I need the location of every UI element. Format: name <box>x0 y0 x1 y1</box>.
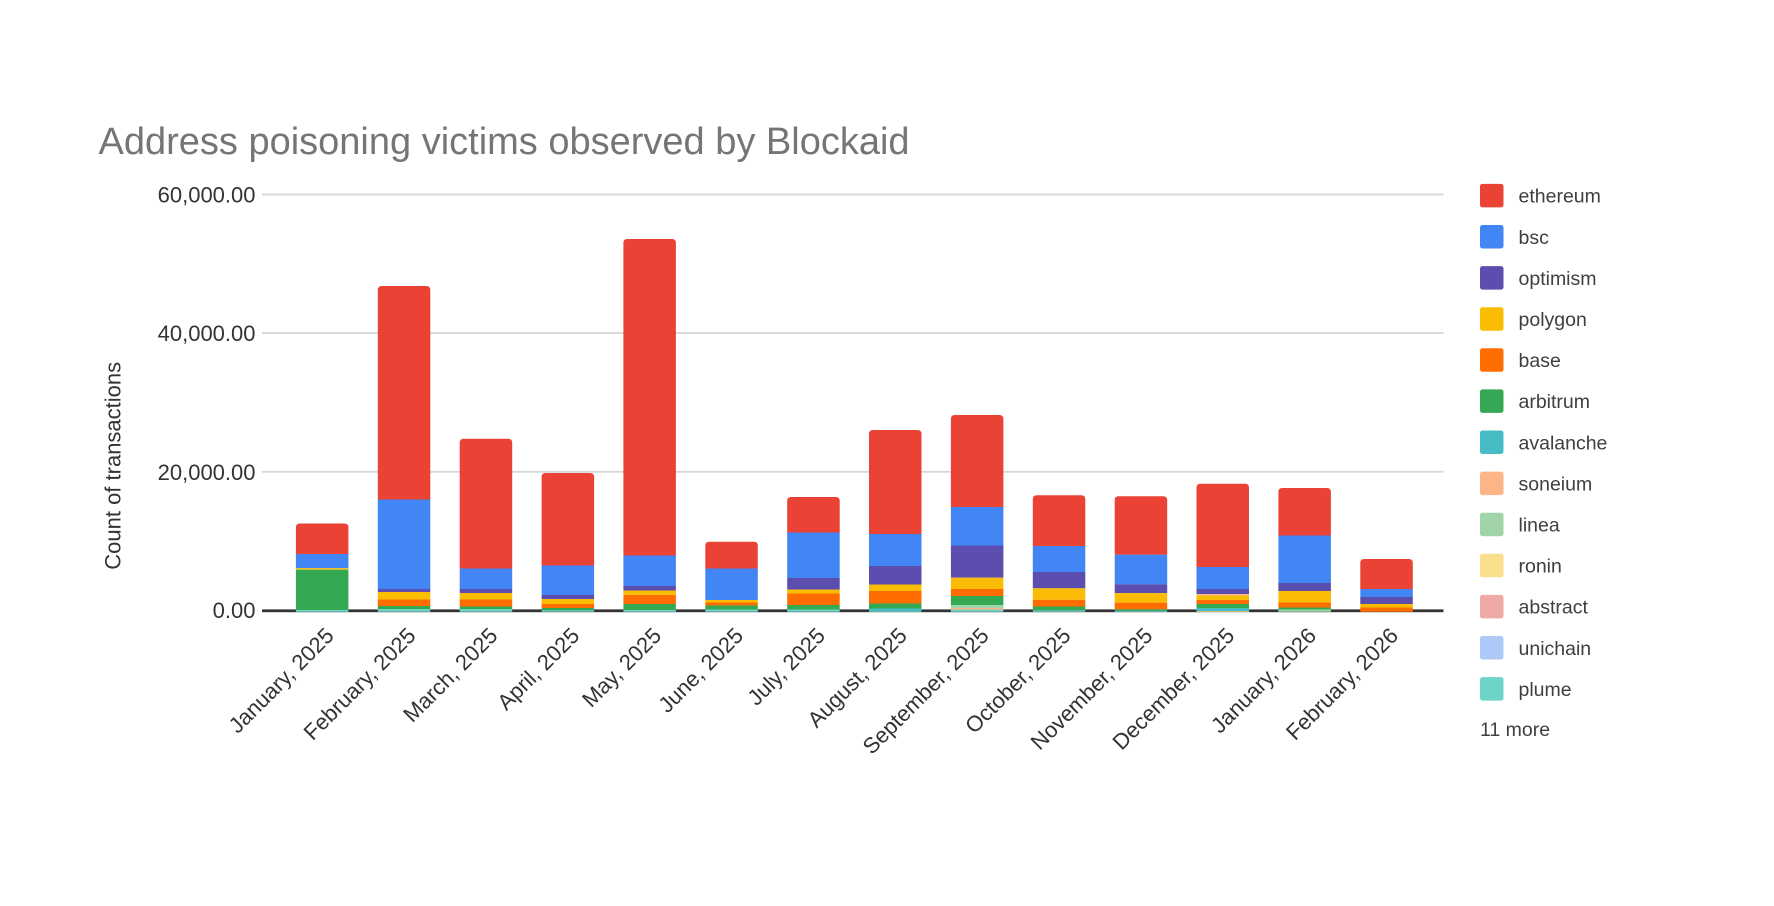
svg-text:abstract: abstract <box>1519 597 1589 619</box>
svg-text:linea: linea <box>1519 515 1560 537</box>
svg-text:20,000.00: 20,000.00 <box>158 460 256 485</box>
svg-text:60,000.00: 60,000.00 <box>158 183 256 208</box>
svg-text:40,000.00: 40,000.00 <box>158 321 256 346</box>
svg-text:Count of transactions: Count of transactions <box>101 362 126 570</box>
svg-text:polygon: polygon <box>1519 309 1587 331</box>
svg-text:Address poisoning victims obse: Address poisoning victims observed by Bl… <box>99 121 910 163</box>
svg-text:plume: plume <box>1519 679 1572 701</box>
svg-text:base: base <box>1519 350 1561 372</box>
svg-text:bsc: bsc <box>1519 227 1550 249</box>
svg-text:unichain: unichain <box>1519 638 1592 660</box>
svg-text:soneium: soneium <box>1519 473 1593 495</box>
svg-text:avalanche: avalanche <box>1519 432 1608 454</box>
svg-text:arbitrum: arbitrum <box>1519 391 1591 413</box>
svg-text:0.00: 0.00 <box>213 598 256 623</box>
svg-text:optimism: optimism <box>1519 268 1597 290</box>
svg-text:ronin: ronin <box>1519 556 1562 578</box>
svg-text:ethereum: ethereum <box>1519 186 1601 208</box>
svg-text:11 more: 11 more <box>1480 719 1550 741</box>
